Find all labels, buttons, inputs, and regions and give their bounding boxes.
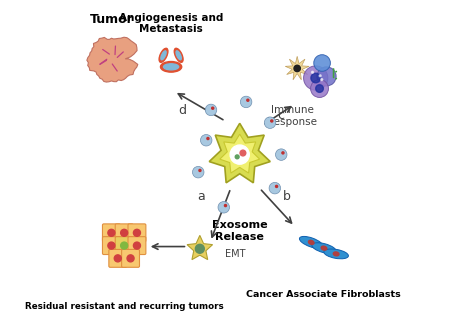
Circle shape xyxy=(240,96,252,108)
Circle shape xyxy=(201,135,212,146)
Text: b: b xyxy=(283,190,291,203)
FancyBboxPatch shape xyxy=(122,250,139,267)
Circle shape xyxy=(218,202,229,213)
Circle shape xyxy=(303,66,328,90)
Polygon shape xyxy=(285,56,309,80)
Circle shape xyxy=(294,65,301,71)
Circle shape xyxy=(121,242,128,249)
Circle shape xyxy=(269,182,281,194)
Ellipse shape xyxy=(324,249,348,259)
Circle shape xyxy=(195,244,204,253)
Polygon shape xyxy=(220,134,260,173)
Circle shape xyxy=(133,242,140,249)
Circle shape xyxy=(264,117,276,128)
Circle shape xyxy=(121,229,128,236)
Text: c: c xyxy=(277,109,284,122)
Text: Exosome
Release: Exosome Release xyxy=(212,220,267,242)
Circle shape xyxy=(192,166,204,178)
Circle shape xyxy=(212,107,214,109)
Ellipse shape xyxy=(333,252,339,256)
Circle shape xyxy=(317,67,336,86)
Circle shape xyxy=(114,255,121,262)
Polygon shape xyxy=(209,123,270,183)
Ellipse shape xyxy=(309,240,314,244)
Ellipse shape xyxy=(174,48,183,62)
Polygon shape xyxy=(87,37,138,82)
Circle shape xyxy=(225,204,227,207)
FancyBboxPatch shape xyxy=(115,237,133,254)
Ellipse shape xyxy=(321,246,327,250)
Circle shape xyxy=(133,229,140,236)
Polygon shape xyxy=(187,235,212,260)
Circle shape xyxy=(316,85,323,92)
Text: Residual resistant and recurring tumors: Residual resistant and recurring tumors xyxy=(25,302,224,311)
FancyBboxPatch shape xyxy=(115,224,133,242)
Circle shape xyxy=(311,73,320,83)
Circle shape xyxy=(321,79,323,80)
Circle shape xyxy=(230,145,249,164)
FancyBboxPatch shape xyxy=(102,224,120,242)
Circle shape xyxy=(108,242,115,249)
Ellipse shape xyxy=(161,51,166,60)
Ellipse shape xyxy=(300,236,323,248)
Circle shape xyxy=(108,229,115,236)
Ellipse shape xyxy=(161,62,182,72)
FancyBboxPatch shape xyxy=(102,237,120,254)
Circle shape xyxy=(311,71,313,73)
FancyBboxPatch shape xyxy=(128,237,146,254)
Ellipse shape xyxy=(159,48,168,62)
Circle shape xyxy=(235,155,239,159)
Circle shape xyxy=(271,120,273,122)
Circle shape xyxy=(282,152,284,154)
Circle shape xyxy=(127,255,134,262)
Text: Tumor: Tumor xyxy=(90,13,134,25)
Text: Immune
Response: Immune Response xyxy=(267,105,318,127)
Circle shape xyxy=(310,80,328,98)
Text: a: a xyxy=(198,190,205,203)
Circle shape xyxy=(275,185,278,187)
Circle shape xyxy=(275,149,287,160)
Circle shape xyxy=(205,104,217,116)
Text: d: d xyxy=(178,104,186,117)
FancyBboxPatch shape xyxy=(109,250,127,267)
Circle shape xyxy=(240,150,246,156)
Text: Angiogenesis and
Metastasis: Angiogenesis and Metastasis xyxy=(119,13,223,34)
FancyBboxPatch shape xyxy=(128,224,146,242)
Circle shape xyxy=(199,169,201,172)
Ellipse shape xyxy=(164,64,179,70)
Circle shape xyxy=(207,137,209,139)
Text: Cancer Associate Fibroblasts: Cancer Associate Fibroblasts xyxy=(246,290,401,299)
Circle shape xyxy=(314,55,330,71)
Circle shape xyxy=(319,75,321,77)
Ellipse shape xyxy=(312,243,336,253)
Circle shape xyxy=(247,99,249,101)
Ellipse shape xyxy=(176,51,182,60)
Text: EMT: EMT xyxy=(225,249,246,259)
